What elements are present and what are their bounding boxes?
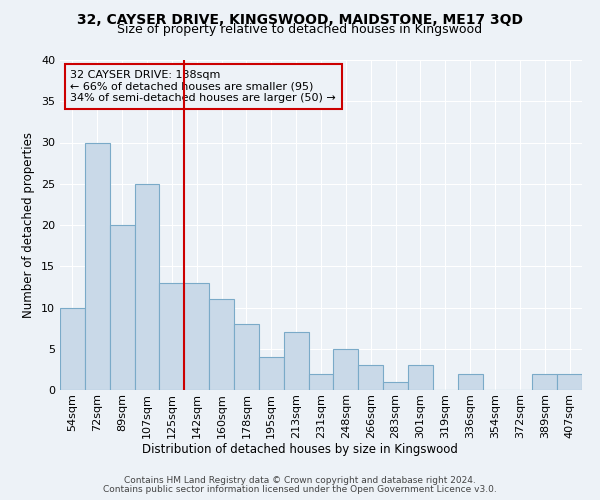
Bar (60, 308, 85, 390)
Bar (458, 374, 482, 390)
Bar (184, 283, 209, 390)
Text: Contains HM Land Registry data © Crown copyright and database right 2024.: Contains HM Land Registry data © Crown c… (124, 476, 476, 485)
Text: 32 CAYSER DRIVE: 138sqm
← 66% of detached houses are smaller (95)
34% of semi-de: 32 CAYSER DRIVE: 138sqm ← 66% of detache… (70, 70, 336, 103)
Text: 32, CAYSER DRIVE, KINGSWOOD, MAIDSTONE, ME17 3QD: 32, CAYSER DRIVE, KINGSWOOD, MAIDSTONE, … (77, 12, 523, 26)
Text: Contains public sector information licensed under the Open Government Licence v3: Contains public sector information licen… (103, 485, 497, 494)
Y-axis label: Number of detached properties: Number of detached properties (22, 132, 35, 318)
Bar (532, 374, 557, 390)
Bar (383, 382, 408, 390)
Bar (308, 374, 334, 390)
Bar (358, 365, 383, 390)
Bar (110, 225, 134, 390)
Text: Size of property relative to detached houses in Kingswood: Size of property relative to detached ho… (118, 22, 482, 36)
Bar (557, 374, 582, 390)
Text: Distribution of detached houses by size in Kingswood: Distribution of detached houses by size … (142, 442, 458, 456)
Bar (284, 332, 308, 390)
Bar (234, 324, 259, 390)
Bar (408, 365, 433, 390)
Bar (259, 357, 284, 390)
Bar (134, 184, 160, 390)
Bar (334, 349, 358, 390)
Bar (209, 299, 234, 390)
Bar (85, 142, 110, 390)
Bar (160, 283, 184, 390)
